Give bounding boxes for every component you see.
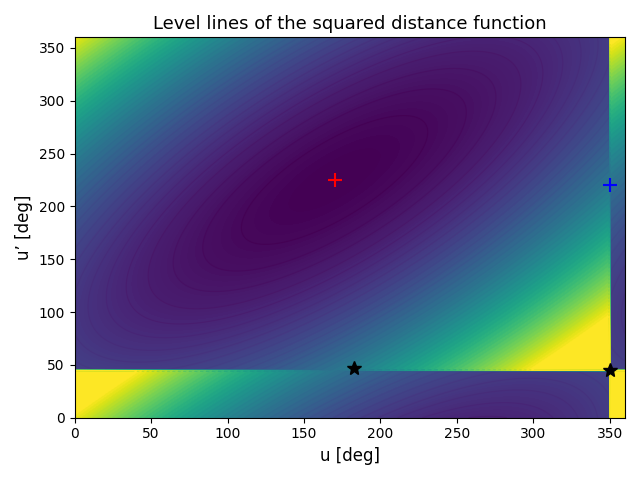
Title: Level lines of the squared distance function: Level lines of the squared distance func… (153, 15, 547, 33)
X-axis label: u [deg]: u [deg] (320, 447, 380, 465)
Y-axis label: u’ [deg]: u’ [deg] (15, 195, 33, 260)
